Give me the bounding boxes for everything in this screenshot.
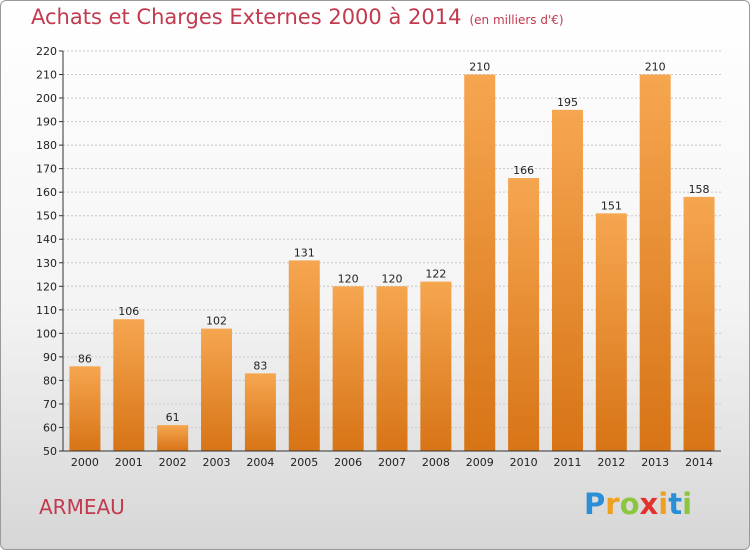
y-tick-label: 190 <box>36 116 57 129</box>
x-tick-label: 2009 <box>466 456 494 469</box>
bar <box>464 74 496 451</box>
logo-letter: i <box>658 487 669 521</box>
commune-name: ARMEAU <box>39 495 125 519</box>
y-tick-label: 70 <box>43 398 57 411</box>
bars: 86 106 61 102 83 131 120 120 122 210 166 195 151 210 1… <box>69 61 715 451</box>
bar-value-label: 86 <box>78 352 92 365</box>
bar-value-label: 210 <box>469 61 490 74</box>
bar-value-label: 120 <box>338 272 359 285</box>
y-tick-label: 60 <box>43 421 57 434</box>
x-tick-label: 2008 <box>422 456 450 469</box>
bar <box>157 425 189 451</box>
x-tick-label: 2007 <box>378 456 406 469</box>
y-tick-label: 150 <box>36 210 57 223</box>
y-tick-label: 180 <box>36 139 57 152</box>
y-tick-label: 130 <box>36 257 57 270</box>
bar-value-label: 61 <box>166 411 180 424</box>
bar <box>244 373 276 451</box>
bar-value-label: 195 <box>557 96 578 109</box>
x-tick-label: 2001 <box>115 456 143 469</box>
bar <box>69 366 101 451</box>
x-tick-label: 2004 <box>246 456 274 469</box>
bar <box>551 109 583 451</box>
y-tick-label: 100 <box>36 327 57 340</box>
x-tick-label: 2002 <box>159 456 187 469</box>
x-tick-label: 2013 <box>641 456 669 469</box>
logo-letter: i <box>682 487 693 521</box>
bar <box>376 286 408 451</box>
y-tick-label: 200 <box>36 92 57 105</box>
bar-value-label: 210 <box>645 61 666 74</box>
bar-value-label: 106 <box>118 305 139 318</box>
bar-value-label: 83 <box>253 359 267 372</box>
logo-letter: t <box>668 487 683 521</box>
x-tick-label: 2006 <box>334 456 362 469</box>
y-tick-label: 140 <box>36 233 57 246</box>
y-tick-label: 50 <box>43 445 57 458</box>
bar <box>639 74 671 451</box>
y-tick-label: 170 <box>36 163 57 176</box>
logo-letter: o <box>619 487 640 521</box>
title-text: Achats et Charges Externes 2000 à 2014 <box>31 5 462 29</box>
logo-letter: P <box>584 487 606 521</box>
bar <box>288 260 320 451</box>
x-axis-ticks: 2000 2001 2002 2003 2004 2005 2006 2007 2008 2009… <box>71 456 713 469</box>
chart-title: Achats et Charges Externes 2000 à 2014 (e… <box>31 5 564 29</box>
bar-value-label: 120 <box>382 272 403 285</box>
y-tick-label: 80 <box>43 374 57 387</box>
bar-value-label: 158 <box>689 183 710 196</box>
x-tick-label: 2011 <box>553 456 581 469</box>
bar-value-label: 166 <box>513 164 534 177</box>
bar <box>683 196 715 451</box>
x-tick-label: 2000 <box>71 456 99 469</box>
y-tick-label: 220 <box>36 45 57 58</box>
bar <box>508 178 540 451</box>
y-tick-label: 110 <box>36 304 57 317</box>
y-tick-label: 210 <box>36 69 57 82</box>
bar <box>332 286 364 451</box>
bar-value-label: 122 <box>425 268 446 281</box>
bar-value-label: 102 <box>206 315 227 328</box>
bar <box>201 328 233 451</box>
x-tick-label: 2005 <box>290 456 318 469</box>
x-tick-label: 2003 <box>203 456 231 469</box>
proxiti-logo: Proxiti <box>584 487 692 521</box>
x-tick-label: 2014 <box>685 456 713 469</box>
bar <box>595 213 627 451</box>
chart-subtitle: (en milliers d'€) <box>469 13 564 27</box>
bar-value-label: 131 <box>294 246 315 259</box>
y-tick-label: 120 <box>36 280 57 293</box>
x-tick-label: 2012 <box>597 456 625 469</box>
bar <box>113 319 145 451</box>
logo-letter: x <box>639 487 659 521</box>
logo-letter: r <box>605 487 620 521</box>
bar-value-label: 151 <box>601 199 622 212</box>
x-tick-label: 2010 <box>510 456 538 469</box>
y-tick-label: 90 <box>43 351 57 364</box>
y-tick-label: 160 <box>36 186 57 199</box>
y-axis-ticks: 50 60 70 80 90 100 110 120 130 140 150 160 170 180 190… <box>36 45 63 458</box>
bar <box>420 281 452 451</box>
axes <box>62 51 721 452</box>
